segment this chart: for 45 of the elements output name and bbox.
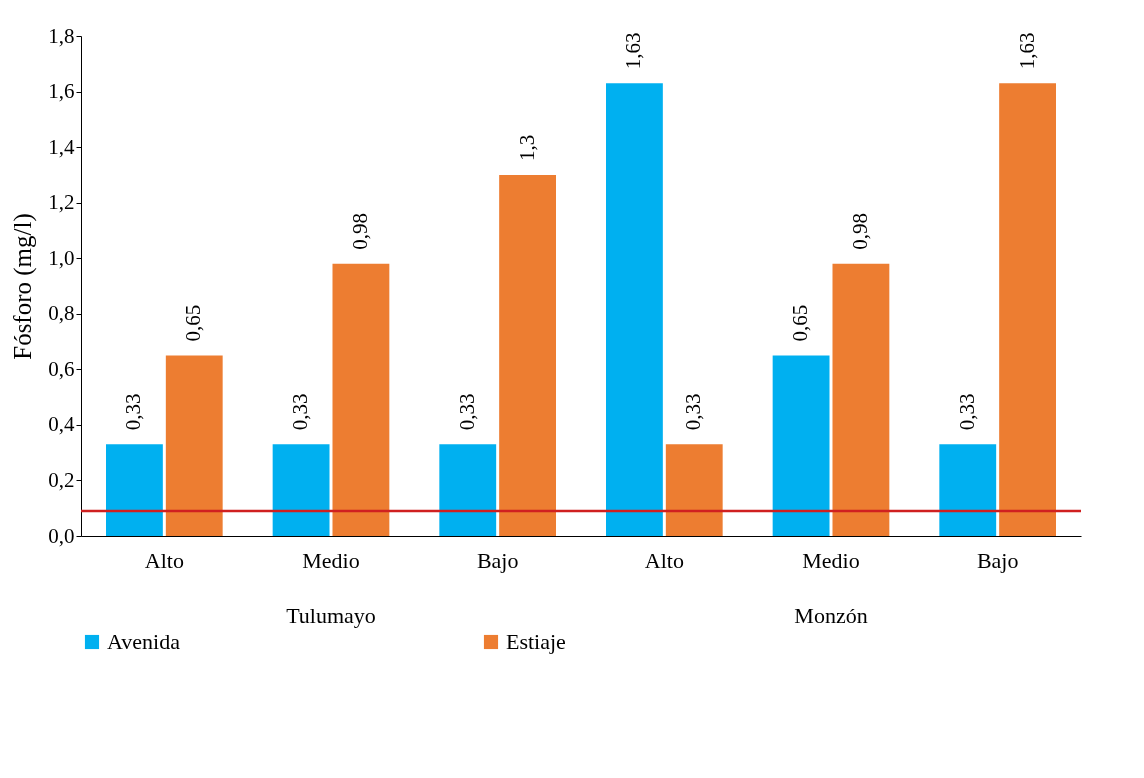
data-label: 0,33	[121, 393, 146, 431]
legend-label: Avenida	[107, 629, 181, 654]
data-label: 0,98	[847, 213, 872, 250]
bar	[439, 444, 497, 536]
data-label: 0,65	[788, 304, 813, 342]
bar	[772, 355, 830, 536]
y-tick-label: 1,6	[48, 79, 75, 104]
bar	[665, 444, 723, 536]
bar	[499, 174, 556, 536]
y-tick-label: 1,4	[48, 134, 75, 159]
bar	[832, 263, 890, 536]
bar	[939, 444, 997, 536]
x-tick-label: Alto	[644, 547, 684, 573]
y-tick-label: 0,8	[48, 301, 75, 326]
x-tick-label: Medio	[302, 547, 360, 573]
bar	[999, 83, 1056, 536]
data-label: 0,33	[454, 393, 479, 431]
y-tick-label: 0,4	[48, 412, 75, 437]
bar	[106, 444, 163, 536]
x-tick-label: Medio	[802, 547, 860, 573]
bar	[165, 355, 223, 536]
bar	[606, 83, 663, 536]
data-label: 0,33	[681, 393, 706, 431]
data-label: 0,98	[347, 213, 372, 250]
x-tick-label: Bajo	[976, 547, 1019, 573]
y-tick-label: 0,2	[48, 467, 75, 492]
y-axis-title: Fósforo (mg/l)	[9, 213, 38, 360]
data-label: 0,65	[181, 304, 206, 342]
data-label: 0,33	[954, 393, 979, 431]
y-tick-label: 0,6	[48, 356, 75, 381]
text: Tulumayo	[286, 603, 376, 628]
x-tick-label: Bajo	[476, 547, 519, 573]
data-label: 1,63	[621, 32, 646, 70]
y-tick-label: 0,0	[48, 523, 75, 548]
x-tick-label: Alto	[144, 547, 184, 573]
data-label: 1,3	[514, 134, 539, 161]
y-tick-label: 1,8	[48, 23, 75, 48]
data-label: 1,63	[1014, 32, 1039, 70]
data-label: 0,33	[288, 393, 313, 431]
legend-label: Estiaje	[506, 629, 566, 654]
text: Monzón	[794, 603, 868, 628]
bar	[332, 263, 390, 536]
y-tick-label: 1,2	[48, 190, 75, 215]
y-tick-label: 1,0	[48, 245, 75, 270]
bar	[272, 444, 330, 536]
